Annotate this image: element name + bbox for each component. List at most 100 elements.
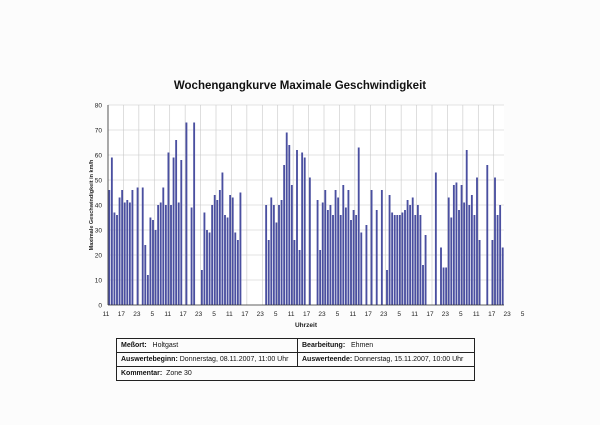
bar [388, 195, 391, 305]
bar [445, 267, 448, 305]
bar [293, 240, 296, 305]
y-tick-label: 60 [95, 153, 103, 160]
y-tick-label: 40 [95, 203, 103, 210]
x-tick-label: 17 [180, 311, 188, 318]
bar [440, 247, 442, 305]
x-tick-label: 17 [488, 311, 496, 318]
bar [278, 205, 280, 305]
bar [375, 210, 378, 305]
bar [208, 232, 211, 305]
bar [146, 275, 149, 305]
bearbeitung-value: Ehmen [351, 342, 374, 349]
bar [180, 160, 183, 305]
bar [175, 140, 178, 305]
bar [419, 215, 422, 305]
bar [411, 197, 414, 305]
ende-cell: Auswerteende: Donnerstag, 15.11.2007, 10… [297, 352, 475, 367]
bar [360, 232, 363, 305]
x-tick-label: 17 [241, 311, 249, 318]
x-tick-label: 23 [504, 311, 512, 318]
bar [442, 267, 445, 305]
bar [463, 202, 466, 305]
y-tick-label: 10 [95, 278, 103, 285]
x-tick-label: 5 [521, 311, 525, 318]
x-tick-label: 23 [195, 311, 203, 318]
x-tick-label: 11 [349, 311, 356, 318]
x-tick-label: 23 [318, 311, 326, 318]
bar [203, 212, 206, 305]
info-row-1: Meßort: Holtgast Bearbeitung: Ehmen [116, 338, 475, 353]
bar [398, 215, 401, 305]
bar [393, 215, 396, 305]
bar [465, 150, 468, 305]
bar [501, 247, 504, 305]
bar [329, 205, 332, 305]
bar [452, 185, 455, 305]
bar [350, 220, 352, 305]
bar [128, 202, 131, 305]
bar [401, 212, 404, 305]
bar [342, 185, 345, 305]
chart-title: Wochengangkurve Maximale Geschwindigkeit [173, 80, 427, 92]
bar [496, 215, 499, 305]
bearbeitung-cell: Bearbeitung: Ehmen [297, 338, 475, 353]
bar [321, 202, 324, 305]
bar [149, 217, 152, 305]
bar [460, 185, 463, 305]
bar [434, 172, 437, 305]
y-tick-label: 0 [98, 303, 102, 310]
x-tick-label: 23 [257, 311, 265, 318]
bar [275, 222, 278, 305]
bar [301, 152, 304, 305]
info-table: Meßort: Holtgast Bearbeitung: Ehmen Ausw… [116, 338, 475, 381]
bar [211, 205, 214, 305]
bar [319, 250, 322, 305]
bar [221, 172, 224, 305]
bar [486, 165, 489, 305]
bar [154, 230, 157, 305]
kommentar-label: Kommentar: [121, 370, 163, 377]
bar [422, 265, 424, 305]
beginn-label: Auswertebeginn: [121, 356, 178, 363]
bar [380, 190, 383, 305]
bar [365, 225, 368, 305]
bar [193, 122, 196, 305]
bar [267, 240, 270, 305]
x-tick-label: 5 [397, 311, 401, 318]
bar [455, 182, 458, 305]
y-tick-label: 20 [95, 253, 103, 260]
bar [347, 190, 350, 305]
messort-label: Meßort: [121, 342, 147, 349]
x-tick-label: 5 [459, 311, 463, 318]
bar [386, 270, 388, 305]
x-axis-label: Uhrzeit [295, 322, 318, 329]
bar [396, 215, 399, 305]
bar [167, 152, 170, 305]
x-tick-label: 11 [411, 311, 418, 318]
ende-label: Auswerteende: [302, 356, 353, 363]
bar [414, 215, 417, 305]
bar [447, 197, 450, 305]
x-tick-label: 11 [226, 311, 233, 318]
bar [157, 205, 160, 305]
bar [177, 202, 180, 305]
bar [326, 210, 329, 305]
bar [357, 147, 360, 305]
y-tick-label: 80 [95, 103, 103, 110]
bar [172, 157, 175, 305]
bar [170, 205, 172, 305]
bar [404, 210, 406, 305]
bar [344, 207, 347, 305]
bearbeitung-label: Bearbeitung: [302, 342, 346, 349]
messort-value: Holtgast [152, 342, 179, 349]
x-tick-label: 5 [150, 311, 154, 318]
bar [216, 200, 219, 305]
bar [352, 210, 355, 305]
bar [213, 195, 216, 305]
bar [236, 240, 239, 305]
bar [226, 217, 229, 305]
bar [491, 240, 494, 305]
bar [468, 205, 471, 305]
